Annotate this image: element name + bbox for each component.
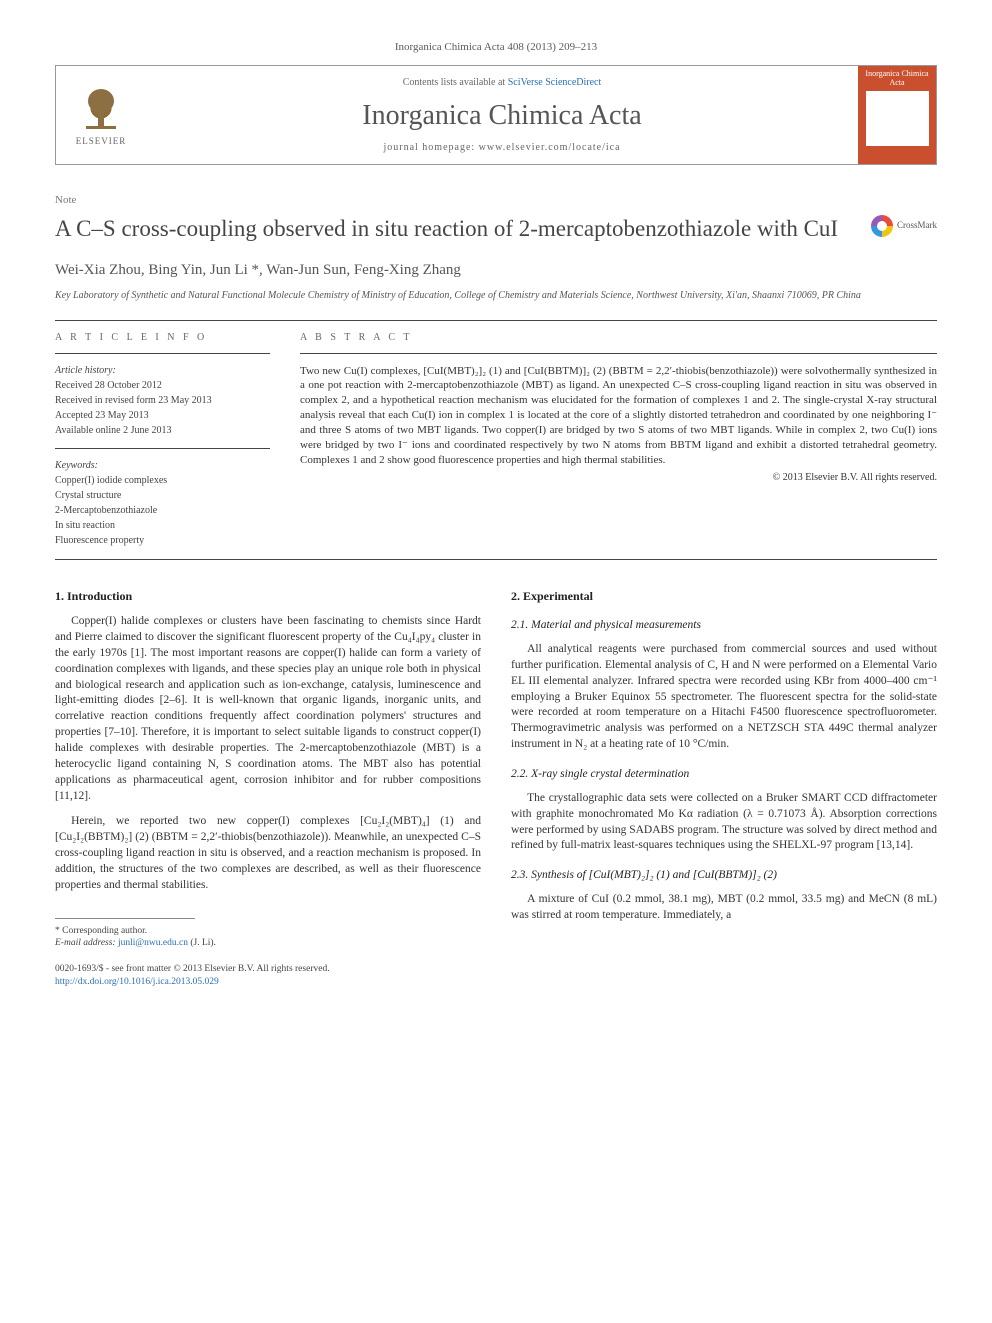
corresponding-author-note: * Corresponding author. E-mail address: …	[55, 925, 481, 950]
corr-author-label: * Corresponding author.	[55, 925, 481, 937]
intro-paragraph-1: Copper(I) halide complexes or clusters h…	[55, 614, 481, 804]
crossmark-label: CrossMark	[897, 219, 937, 232]
elsevier-logo[interactable]: ELSEVIER	[56, 66, 146, 164]
elsevier-tree-icon	[76, 83, 126, 133]
subsection-2-3-text: A mixture of CuI (0.2 mmol, 38.1 mg), MB…	[511, 892, 937, 924]
subsection-2-3-heading: 2.3. Synthesis of [CuI(MBT)₂]₂ (1) and […	[511, 868, 937, 884]
homepage-prefix: journal homepage:	[383, 142, 478, 153]
rule-bottom	[55, 559, 937, 560]
issn-copyright-line: 0020-1693/$ - see front matter © 2013 El…	[55, 963, 937, 975]
cover-title: Inorganica Chimica Acta	[862, 70, 932, 88]
affiliation: Key Laboratory of Synthetic and Natural …	[55, 289, 937, 302]
email-label: E-mail address:	[55, 938, 116, 948]
intro-paragraph-2: Herein, we reported two new copper(I) co…	[55, 814, 481, 893]
subsection-2-2-text: The crystallographic data sets were coll…	[511, 791, 937, 854]
left-column: 1. Introduction Copper(I) halide complex…	[55, 588, 481, 950]
journal-reference: Inorganica Chimica Acta 408 (2013) 209–2…	[55, 40, 937, 55]
sciencedirect-link[interactable]: SciVerse ScienceDirect	[508, 77, 602, 88]
abstract-rule	[300, 353, 937, 354]
journal-homepage-line: journal homepage: www.elsevier.com/locat…	[146, 141, 858, 155]
subsection-2-1-text: All analytical reagents were purchased f…	[511, 642, 937, 753]
section-1-heading: 1. Introduction	[55, 588, 481, 605]
page-footer: 0020-1693/$ - see front matter © 2013 El…	[55, 963, 937, 988]
history-label: Article history:	[55, 364, 270, 378]
rule-top	[55, 320, 937, 321]
article-title: A C–S cross-coupling observed in situ re…	[55, 215, 937, 244]
doi-link[interactable]: http://dx.doi.org/10.1016/j.ica.2013.05.…	[55, 977, 219, 987]
keyword-item: Crystal structure	[55, 489, 270, 503]
journal-title: Inorganica Chimica Acta	[146, 96, 858, 135]
article-info-block: A R T I C L E I N F O Article history: R…	[55, 331, 270, 549]
right-column: 2. Experimental 2.1. Material and physic…	[511, 588, 937, 950]
keyword-item: Fluorescence property	[55, 534, 270, 548]
crossmark-icon	[871, 215, 893, 237]
subsection-2-1-heading: 2.1. Material and physical measurements	[511, 618, 937, 634]
contents-prefix: Contents lists available at	[403, 77, 508, 88]
elsevier-label: ELSEVIER	[76, 135, 127, 148]
keyword-item: In situ reaction	[55, 519, 270, 533]
crossmark-badge[interactable]: CrossMark	[871, 215, 937, 237]
abstract-block: A B S T R A C T Two new Cu(I) complexes,…	[300, 331, 937, 549]
homepage-url[interactable]: www.elsevier.com/locate/ica	[479, 142, 621, 153]
info-rule-1	[55, 353, 270, 354]
author-list: Wei-Xia Zhou, Bing Yin, Jun Li *, Wan-Ju…	[55, 260, 937, 281]
keyword-item: Copper(I) iodide complexes	[55, 474, 270, 488]
info-rule-2	[55, 448, 270, 449]
abstract-heading: A B S T R A C T	[300, 331, 937, 345]
corr-email-link[interactable]: junli@nwu.edu.cn	[118, 938, 188, 948]
article-type-label: Note	[55, 193, 937, 208]
email-attribution: (J. Li).	[190, 938, 216, 948]
footnote-separator	[55, 918, 195, 919]
subsection-2-2-heading: 2.2. X-ray single crystal determination	[511, 767, 937, 783]
abstract-copyright: © 2013 Elsevier B.V. All rights reserved…	[300, 471, 937, 485]
online-date: Available online 2 June 2013	[55, 424, 270, 438]
accepted-date: Accepted 23 May 2013	[55, 409, 270, 423]
cover-body-icon	[866, 91, 929, 146]
publisher-header: ELSEVIER Contents lists available at Sci…	[55, 65, 937, 165]
section-2-heading: 2. Experimental	[511, 588, 937, 605]
article-info-heading: A R T I C L E I N F O	[55, 331, 270, 345]
keyword-item: 2-Mercaptobenzothiazole	[55, 504, 270, 518]
keywords-label: Keywords:	[55, 459, 270, 473]
authors-text: Wei-Xia Zhou, Bing Yin, Jun Li *, Wan-Ju…	[55, 262, 461, 278]
revised-date: Received in revised form 23 May 2013	[55, 394, 270, 408]
received-date: Received 28 October 2012	[55, 379, 270, 393]
journal-cover-thumbnail[interactable]: Inorganica Chimica Acta	[858, 66, 936, 164]
contents-lists-line: Contents lists available at SciVerse Sci…	[146, 76, 858, 90]
abstract-text: Two new Cu(I) complexes, [CuI(MBT)₂]₂ (1…	[300, 364, 937, 468]
